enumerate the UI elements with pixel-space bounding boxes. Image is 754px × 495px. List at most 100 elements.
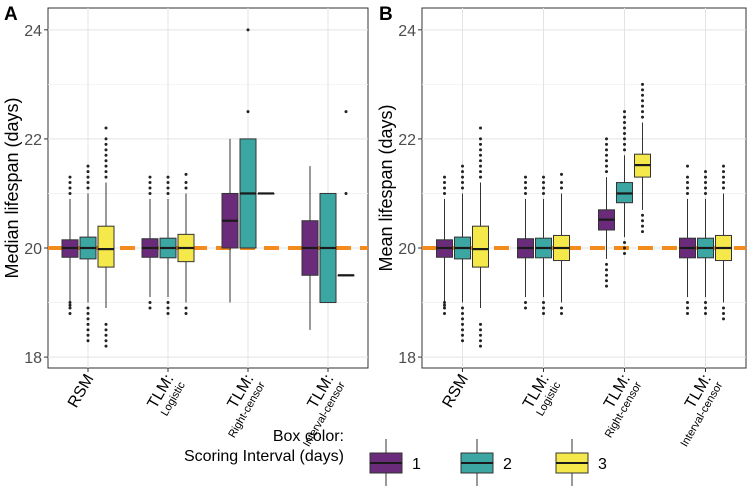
y-axis-title: Median lifespan (days) bbox=[2, 97, 22, 278]
outlier-point bbox=[479, 159, 482, 163]
outlier-point bbox=[166, 181, 170, 185]
outlier-point bbox=[148, 181, 152, 185]
outlier-point bbox=[344, 191, 348, 195]
outlier-point bbox=[686, 175, 689, 179]
outlier-point bbox=[641, 93, 644, 97]
outlier-point bbox=[524, 186, 527, 190]
outlier-point bbox=[479, 339, 482, 343]
outlier-point bbox=[166, 175, 170, 179]
outlier-point bbox=[641, 219, 644, 223]
outlier-point bbox=[148, 175, 152, 179]
plot-area bbox=[421, 7, 747, 369]
outlier-point bbox=[104, 126, 108, 130]
outlier-point bbox=[68, 186, 72, 190]
outlier-point bbox=[184, 172, 188, 176]
outlier-point bbox=[86, 170, 90, 174]
legend: Box color: Scoring Interval (days) 1 2 3 bbox=[184, 428, 607, 486]
outlier-point bbox=[704, 186, 707, 190]
outlier-point bbox=[461, 339, 464, 343]
outlier-point bbox=[246, 110, 250, 114]
outlier-point bbox=[641, 82, 644, 86]
outlier-point bbox=[443, 186, 446, 190]
outlier-point bbox=[623, 246, 626, 250]
plot-area bbox=[47, 7, 369, 369]
outlier-point bbox=[86, 328, 90, 332]
outlier-point bbox=[479, 153, 482, 157]
category-label: RSM bbox=[65, 372, 98, 411]
outlier-point bbox=[623, 251, 626, 255]
box-series-3 bbox=[97, 225, 115, 268]
y-tick-label: 20 bbox=[24, 241, 42, 258]
outlier-point bbox=[68, 303, 72, 307]
outlier-point bbox=[184, 306, 188, 310]
outlier-point bbox=[623, 110, 626, 114]
outlier-point bbox=[722, 175, 725, 179]
outlier-point bbox=[166, 301, 170, 305]
outlier-point bbox=[166, 186, 170, 190]
outlier-point bbox=[148, 191, 152, 195]
outlier-point bbox=[86, 322, 90, 326]
outlier-point bbox=[542, 186, 545, 190]
outlier-point bbox=[704, 175, 707, 179]
outlier-point bbox=[704, 181, 707, 185]
outlier-point bbox=[104, 148, 108, 152]
outlier-point bbox=[641, 110, 644, 114]
outlier-point bbox=[605, 268, 608, 272]
outlier-point bbox=[104, 344, 108, 348]
outlier-point bbox=[461, 186, 464, 190]
outlier-point bbox=[166, 306, 170, 310]
outlier-point bbox=[461, 322, 464, 326]
legend-title-line2: Scoring Interval (days) bbox=[184, 448, 344, 465]
outlier-point bbox=[479, 175, 482, 179]
outlier-point bbox=[686, 311, 689, 315]
outlier-point bbox=[86, 317, 90, 321]
outlier-point bbox=[542, 181, 545, 185]
outlier-point bbox=[148, 186, 152, 190]
outlier-point bbox=[605, 164, 608, 168]
outlier-point bbox=[68, 181, 72, 185]
outlier-point bbox=[641, 104, 644, 108]
outlier-point bbox=[479, 170, 482, 174]
outlier-point bbox=[524, 191, 527, 195]
category-label: TLM:Right-censor bbox=[588, 371, 644, 440]
outlier-point bbox=[443, 301, 446, 305]
outlier-point bbox=[704, 191, 707, 195]
outlier-point bbox=[86, 311, 90, 315]
outlier-point bbox=[623, 137, 626, 141]
outlier-point bbox=[605, 153, 608, 157]
outlier-point bbox=[605, 262, 608, 266]
outlier-point bbox=[461, 311, 464, 315]
outlier-point bbox=[184, 186, 188, 190]
outlier-point bbox=[605, 137, 608, 141]
outlier-point bbox=[560, 172, 563, 176]
outlier-point bbox=[560, 311, 563, 315]
outlier-point bbox=[68, 306, 72, 310]
outlier-point bbox=[641, 224, 644, 228]
outlier-point bbox=[560, 306, 563, 310]
outlier-point bbox=[623, 115, 626, 119]
outlier-point bbox=[704, 306, 707, 310]
outlier-point bbox=[148, 301, 152, 305]
outlier-point bbox=[641, 88, 644, 92]
outlier-point bbox=[524, 181, 527, 185]
outlier-point bbox=[479, 164, 482, 168]
y-tick-label: 18 bbox=[24, 350, 42, 367]
outlier-point bbox=[623, 142, 626, 146]
outlier-point bbox=[605, 159, 608, 163]
outlier-point bbox=[166, 311, 170, 315]
legend-label-3: 3 bbox=[598, 456, 607, 473]
category-label: RSM bbox=[439, 372, 472, 411]
outlier-point bbox=[104, 322, 108, 326]
outlier-point bbox=[86, 181, 90, 185]
outlier-point bbox=[623, 148, 626, 152]
y-tick-label: 18 bbox=[398, 350, 416, 367]
outlier-point bbox=[722, 317, 725, 321]
outlier-point bbox=[184, 311, 188, 315]
outlier-point bbox=[443, 311, 446, 315]
outlier-point bbox=[542, 306, 545, 310]
outlier-point bbox=[605, 142, 608, 146]
outlier-point bbox=[104, 333, 108, 337]
outlier-point bbox=[623, 121, 626, 125]
outlier-point bbox=[443, 181, 446, 185]
